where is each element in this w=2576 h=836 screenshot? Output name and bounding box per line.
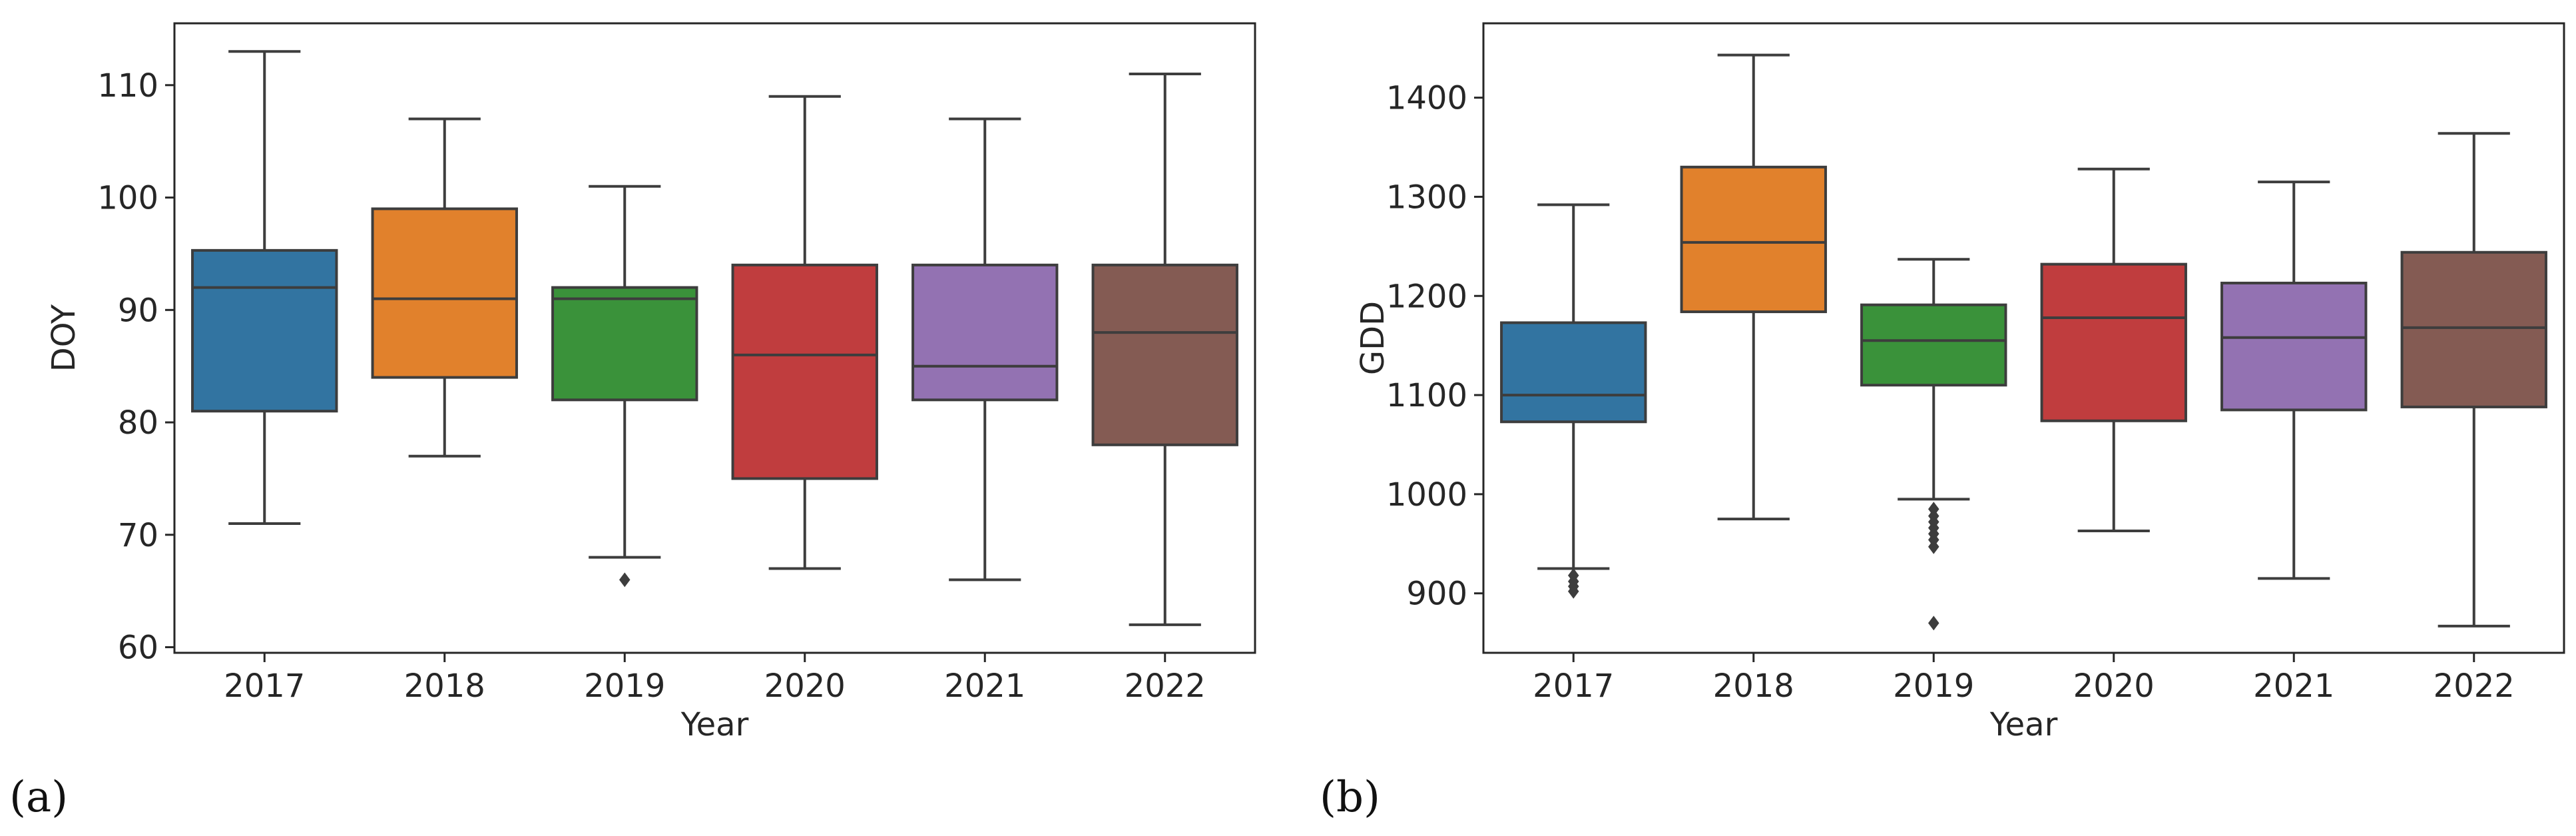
- box-iqr: [1680, 165, 1827, 314]
- y-tick-label: 900: [1406, 576, 1467, 613]
- y-tick-label: 80: [118, 404, 158, 442]
- box-2017: [1500, 203, 1647, 599]
- outlier-point: [1928, 539, 1939, 554]
- box-iqr: [1091, 263, 1238, 446]
- plot-frame: [1482, 22, 2565, 654]
- x-tick-label: 2018: [404, 667, 485, 705]
- panel-b: 900 1000 1100 1200 1300 1400 2017 2018 2019 2020 2…: [1354, 22, 2565, 743]
- box-iqr: [2040, 262, 2187, 422]
- box-iqr: [911, 263, 1059, 402]
- y-tick-label: 100: [97, 180, 158, 217]
- outlier-point: [619, 572, 631, 588]
- y-tick-label: 110: [97, 67, 158, 105]
- box-iqr: [191, 248, 338, 413]
- outlier-point: [1568, 584, 1579, 599]
- y-axis-label: GDD: [1354, 301, 1392, 375]
- y-axis-label: DOY: [45, 304, 83, 372]
- box-iqr: [1500, 321, 1647, 424]
- outlier-point: [1928, 616, 1939, 631]
- box-iqr: [551, 286, 698, 402]
- box-2019: [1860, 258, 2007, 631]
- y-tick-label: 1400: [1386, 80, 1467, 117]
- panel-label-b: (b): [1320, 773, 1380, 822]
- box-iqr: [1860, 303, 2007, 387]
- box-2020: [731, 95, 878, 570]
- box-2021: [2220, 181, 2368, 580]
- box-iqr: [371, 207, 518, 379]
- x-tick-label: 2022: [2434, 667, 2515, 705]
- x-tick-label: 2020: [764, 667, 846, 705]
- x-tick-label: 2021: [944, 667, 1025, 705]
- box-2018: [371, 117, 518, 458]
- box-2022: [2400, 132, 2547, 627]
- y-tick-label: 1000: [1386, 476, 1467, 514]
- panel-label-a: (a): [9, 773, 69, 822]
- x-tick-label: 2018: [1713, 667, 1794, 705]
- x-tick-label: 2022: [1125, 667, 1206, 705]
- box-iqr: [731, 263, 878, 480]
- plot-frame: [173, 22, 1256, 654]
- x-axis-label: Year: [1989, 706, 2058, 743]
- x-tick-label: 2019: [1893, 667, 1974, 705]
- y-tick-label: 1100: [1386, 377, 1467, 414]
- x-tick-label: 2017: [1533, 667, 1614, 705]
- box-2020: [2040, 167, 2187, 532]
- y-tick-label: 90: [118, 292, 158, 329]
- y-tick-label: 1200: [1386, 278, 1467, 315]
- box-2021: [911, 117, 1059, 582]
- y-tick-label: 60: [118, 629, 158, 667]
- x-tick-label: 2019: [584, 667, 665, 705]
- box-2022: [1091, 72, 1238, 626]
- box-2018: [1680, 53, 1827, 521]
- x-tick-label: 2020: [2073, 667, 2155, 705]
- x-tick-label: 2017: [224, 667, 305, 705]
- box-2017: [191, 50, 338, 525]
- box-iqr: [2220, 281, 2368, 412]
- panel-a: 60 70 80 90 100 110 2017 2018 2019 2020 2021 2022 Ye…: [45, 22, 1256, 743]
- x-axis-label: Year: [680, 706, 749, 743]
- box-iqr: [2400, 250, 2547, 408]
- y-tick-label: 70: [118, 517, 158, 554]
- x-tick-label: 2021: [2253, 667, 2334, 705]
- box-2019: [551, 185, 698, 588]
- y-tick-label: 1300: [1386, 179, 1467, 216]
